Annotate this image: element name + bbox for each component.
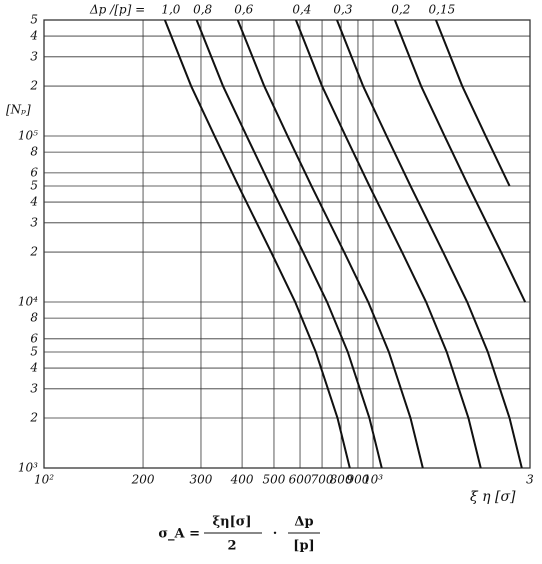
formula-numerator: ξη[σ] [212, 515, 251, 530]
x-tick-label: 400 [230, 473, 254, 487]
y-tick-label: 3 [30, 215, 38, 229]
y-tick-label: 5 [30, 13, 38, 27]
y-tick-label: 3 [30, 49, 38, 63]
y-tick-label: 4 [29, 195, 38, 209]
x-tick-label: 3 [526, 473, 534, 487]
y-axis-label: [Nₚ] [6, 103, 31, 117]
y-tick-label: 10⁴ [18, 295, 38, 309]
x-tick-label: 10² [34, 473, 54, 487]
y-tick-label: 2 [29, 411, 38, 425]
curves [163, 20, 527, 468]
x-tick-label: 600 [289, 473, 312, 487]
curve-label: 1,0 [161, 3, 180, 17]
curve [434, 20, 511, 187]
y-tick-label: 10³ [18, 461, 38, 475]
y-tick-label: 8 [30, 145, 38, 159]
y-tick-label: 8 [30, 311, 38, 325]
x-tick-label: 200 [131, 473, 155, 487]
curve-label-prefix: Δp /[p] = [89, 3, 145, 17]
curve [393, 20, 527, 303]
curve [294, 20, 482, 468]
y-tick-label: 10⁵ [18, 129, 38, 143]
formula-dot: · [273, 527, 278, 542]
curve [336, 20, 523, 468]
x-tick-label: 700 [311, 473, 334, 487]
curve-label: 0,4 [292, 3, 311, 17]
x-axis-label: ξ η [σ] [470, 489, 516, 505]
x-tick-label: 900 [347, 473, 370, 487]
y-tick-label: 4 [29, 361, 38, 375]
formula-numerator: Δp [294, 515, 313, 530]
curve-label: 0,3 [333, 3, 352, 17]
y-tick-label: 5 [30, 344, 38, 358]
x-tick-label: 300 [190, 473, 213, 487]
formula-denominator: [p] [293, 539, 314, 554]
y-tick-label: 6 [30, 165, 38, 179]
curve-label: 0,6 [234, 3, 253, 17]
formula-denominator: 2 [227, 539, 236, 554]
curve-label: 0,8 [193, 3, 212, 17]
curve [195, 20, 383, 468]
curve-label: 0,2 [391, 3, 410, 17]
x-tick-label: 10³ [363, 473, 383, 487]
y-tick-label: 5 [30, 178, 38, 192]
y-tick-label: 6 [30, 331, 38, 345]
x-tick-label: 500 [263, 473, 286, 487]
formula-lhs: σ_A = [158, 527, 200, 542]
formula: σ_A = ξη[σ] 2 · Δp [p] [158, 515, 320, 554]
x-tick-label: 800 [330, 473, 353, 487]
y-tick-label: 4 [29, 29, 38, 43]
curve-label: 0,15 [429, 3, 456, 17]
y-tick-label: 2 [29, 245, 38, 259]
curve [236, 20, 424, 468]
plot-frame [43, 19, 531, 469]
curve [163, 20, 351, 468]
y-tick-label: 2 [29, 79, 38, 93]
y-tick-label: 3 [30, 381, 38, 395]
